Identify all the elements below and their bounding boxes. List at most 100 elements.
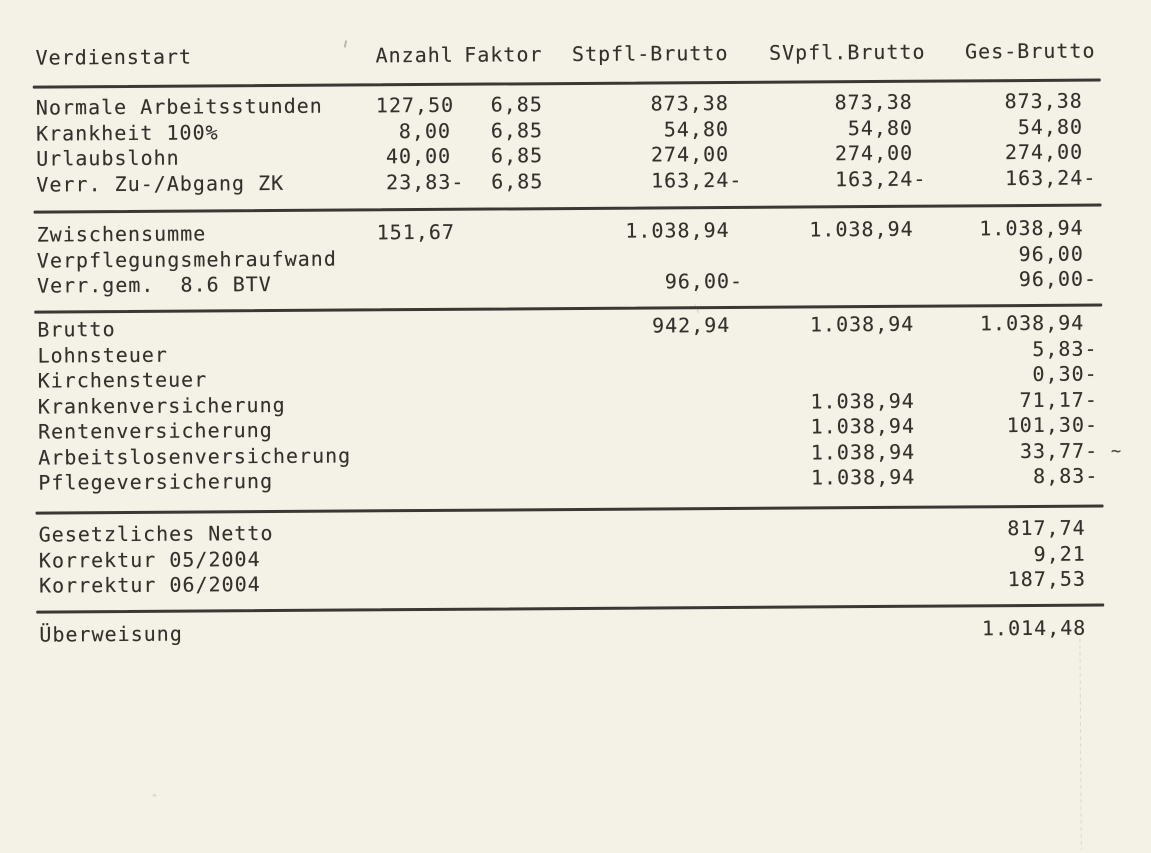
cell-svpfl: 1.038,94 [810, 413, 929, 439]
scan-stray-mark: ~ [1110, 440, 1123, 461]
cell-faktor: 6,85 [490, 117, 557, 143]
row-label: Brutto [37, 317, 116, 342]
section-subtotal: Zwischensumme 151,67 1.038,94 1.038,94 1.… [37, 216, 1097, 300]
cell-stpfl [557, 243, 743, 270]
cell-ges: 817,74 [1007, 515, 1099, 541]
cell-faktor [465, 245, 557, 271]
cell-faktor [465, 340, 557, 366]
cell-faktor [465, 219, 557, 245]
section-divider-line [36, 603, 1105, 614]
cell-svpfl [745, 617, 929, 644]
cell-stpfl [559, 618, 745, 645]
column-header-verdienstart: Verdienstart [35, 44, 193, 70]
section-divider-line [33, 203, 1102, 214]
cell-anzahl [379, 571, 467, 597]
cell-svpfl [743, 268, 927, 295]
cell-stpfl [559, 569, 745, 596]
row-label: Verr.gem. 8.6 BTV [36, 272, 272, 298]
cell-ges: 96,00 [1018, 241, 1097, 266]
cell-ges: 1.038,94 [979, 215, 1097, 241]
row-label: Überweisung [39, 621, 183, 647]
cell-anzahl: 23,83- [386, 169, 465, 194]
cell-stpfl: 96,00- [664, 268, 744, 294]
cell-faktor [467, 519, 559, 545]
column-header-anzahl: Anzahl [375, 42, 467, 68]
cell-stpfl [558, 466, 744, 493]
scan-artifact-line [1079, 638, 1082, 850]
cell-svpfl: 54,80 [847, 115, 927, 140]
cell-svpfl: 163,24- [834, 166, 927, 191]
cell-anzahl [377, 271, 465, 297]
row-label: Pflegeversicherung [38, 469, 274, 495]
cell-ges: 187,53 [1007, 566, 1100, 592]
row-label: Korrektur 06/2004 [38, 572, 261, 598]
cell-svpfl: 873,38 [834, 89, 926, 115]
section-divider-line [35, 504, 1104, 515]
scan-speck [152, 793, 157, 797]
cell-anzahl: 40,00 [385, 143, 465, 169]
cell-ges: 33,77- ~ [1019, 438, 1123, 463]
cell-anzahl [378, 366, 466, 392]
row-label: Verpflegungsmehraufwand [36, 246, 337, 273]
cell-anzahl [379, 545, 467, 571]
cell-stpfl: 163,24- [650, 167, 743, 192]
row-label: Krankenversicherung [37, 392, 286, 419]
cell-faktor [465, 270, 557, 296]
cell-ges: 163,24- [1004, 165, 1097, 190]
row-label: Normale Arbeitsstunden [35, 93, 323, 120]
cell-ges: 274,00 [1004, 139, 1097, 165]
cell-anzahl [377, 340, 465, 366]
cell-anzahl [377, 245, 465, 271]
row-label: Urlaubslohn [36, 145, 180, 171]
cell-stpfl [558, 364, 744, 391]
cell-svpfl [744, 363, 928, 390]
cell-svpfl: 1.038,94 [810, 388, 928, 413]
cell-stpfl: 942,94 [651, 312, 744, 338]
row-label: Rentenversicherung [37, 418, 273, 444]
cell-svpfl: 1.038,94 [810, 464, 929, 490]
cell-ges: 54,80 [1017, 114, 1097, 139]
cell-stpfl [558, 415, 744, 442]
row-label: Krankheit 100% [35, 119, 219, 146]
cell-ges: 1.038,94 [979, 310, 1098, 336]
cell-faktor [465, 314, 557, 340]
cell-ges: 5,83- [1032, 336, 1098, 361]
cell-ges: 96,00- [1018, 266, 1098, 292]
cell-stpfl [558, 389, 744, 416]
cell-svpfl [743, 337, 927, 364]
cell-ges: 101,30- [1006, 412, 1099, 438]
cell-ges: 0,30- [1032, 361, 1098, 386]
cell-faktor [466, 416, 558, 442]
cell-ges: 873,38 [1004, 88, 1096, 114]
cell-faktor [466, 391, 558, 417]
cell-anzahl [378, 442, 466, 468]
cell-svpfl [745, 568, 929, 595]
cell-stpfl: 1.038,94 [625, 217, 743, 243]
cell-faktor [466, 467, 558, 493]
cell-svpfl: 1.038,94 [809, 311, 928, 337]
cell-faktor [467, 619, 559, 645]
cell-svpfl: 274,00 [834, 140, 927, 166]
table-row: Überweisung 1.014,48 [39, 616, 1099, 649]
section-earnings: Normale Arbeitsstunden 127,50 6,85 873,38… [36, 89, 1097, 198]
cell-faktor: 6,85 [491, 168, 557, 194]
cell-anzahl [378, 391, 466, 417]
cell-anzahl [378, 417, 466, 443]
cell-faktor [466, 365, 558, 391]
section-gross-and-deductions: Brutto 942,94 1.038,94 1.038,94 Lohnsteue… [37, 310, 1123, 497]
row-label: Lohnsteuer [37, 342, 169, 368]
cell-faktor: 6,85 [490, 92, 556, 117]
cell-ges: 8,83- [1033, 463, 1099, 488]
cell-anzahl: 8,00 [398, 118, 465, 143]
section-netto: Gesetzliches Netto 817,74 Korrektur 05/20… [39, 516, 1099, 600]
row-label: Kirchensteuer [37, 367, 208, 393]
cell-anzahl [377, 315, 465, 341]
column-header-stpfl-brutto: Stpfl-Brutto [571, 40, 742, 67]
cell-faktor: 6,85 [490, 143, 557, 168]
cell-anzahl [379, 520, 467, 546]
cell-faktor [466, 442, 558, 468]
row-label: Zwischensumme [36, 221, 207, 247]
cell-ges: 71,17- [1019, 387, 1098, 412]
